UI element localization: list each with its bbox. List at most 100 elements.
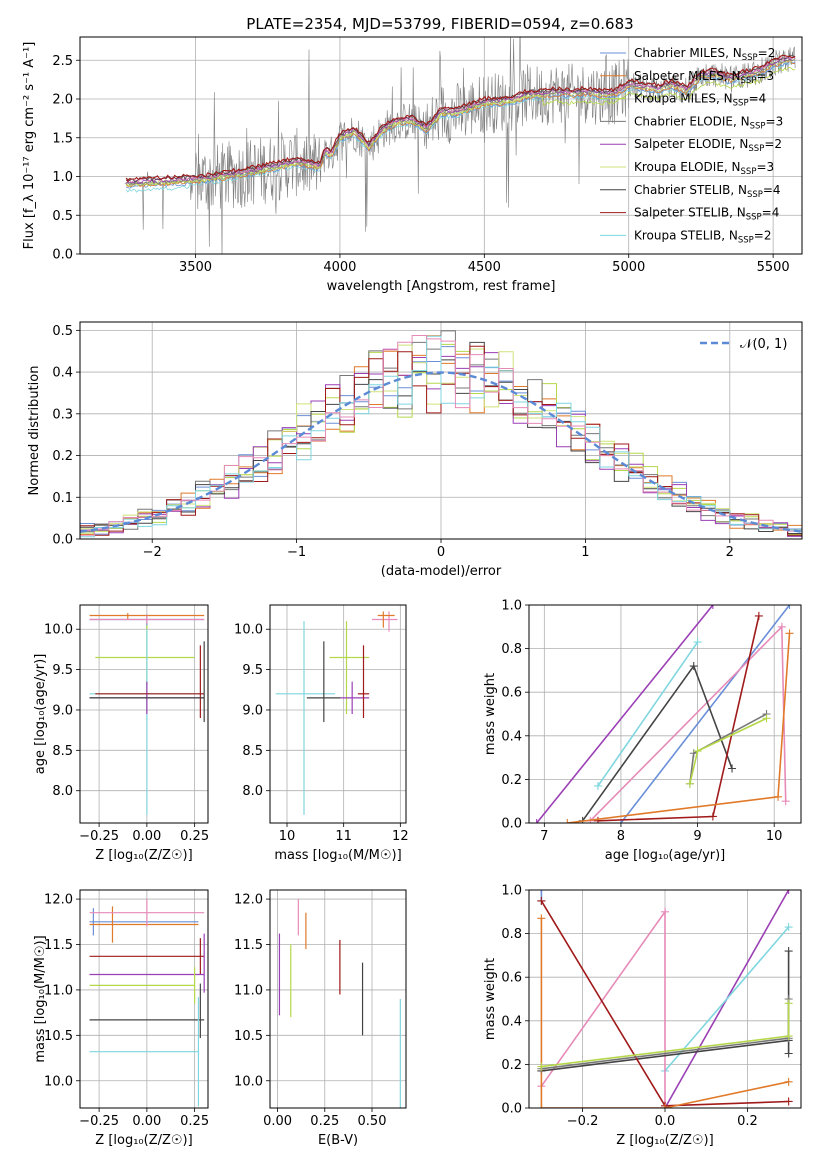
residuals-panel: −2 −1 0 1 2 0.0 0.1 0.2 0.3 0.4 0.5 (data-model)/er… (27, 321, 803, 579)
mass-weight-marker (693, 747, 702, 756)
mass-weight-line (581, 664, 733, 822)
x-tick-label: −1 (287, 545, 306, 560)
legend-entry: Kroupa STELIB, NSSP=2 (634, 228, 772, 245)
y-tick-label: 0.4 (52, 366, 73, 381)
y-tick-label: 0.6 (501, 686, 522, 701)
y-tick-label: 0.8 (501, 642, 522, 657)
y-tick-label: 0.8 (501, 927, 522, 942)
legend-subscript: SSP (738, 235, 754, 245)
mass-weight-marker (661, 1104, 669, 1108)
y-tick-label: 0.3 (52, 407, 73, 422)
axes-frame (79, 604, 209, 824)
mass-weight-marker (593, 816, 602, 823)
y-tick-label: 0.2 (501, 1058, 522, 1073)
mass-weight-marker (784, 947, 793, 956)
x-tick-label: 1 (581, 545, 589, 560)
mass-vs-Z-panel: −0.25 0.00 0.25 10.0 10.5 11.0 11.5 12.0 Z [log₁… (33, 889, 209, 1148)
x-axis-label: age [log₁₀(age/yr)] (605, 848, 726, 863)
mass-weight-marker (537, 896, 546, 905)
legend-subscript: SSP (747, 190, 763, 200)
mass-weight-marker (532, 819, 541, 823)
mass-weight-marker (784, 1049, 793, 1058)
x-tick-label: 8 (617, 829, 625, 844)
x-axis-label: E(B-V) (318, 1133, 358, 1148)
y-tick-label: 11.0 (44, 983, 73, 998)
y-tick-label: 8.0 (52, 784, 73, 799)
legend-suffix: =4 (762, 206, 780, 220)
mass-weight-marker (693, 638, 702, 647)
mass-weight-marker (784, 1032, 793, 1041)
mass-weight-series (532, 605, 717, 823)
error-cross (275, 621, 336, 815)
x-tick-label: 10 (766, 829, 783, 844)
legend-entry: Chabrier MILES, NSSP=2 (634, 46, 775, 63)
error-cross (89, 615, 205, 624)
axes-frame (79, 36, 803, 255)
y-tick-label: 9.0 (52, 703, 73, 718)
error-cross (89, 641, 205, 723)
grid-lines (80, 605, 208, 823)
grid-lines (529, 604, 801, 824)
mass-weight-marker (537, 914, 546, 923)
age-vs-mass-panel: 10 11 12 8.0 8.5 9.0 9.5 10.0 mass [log₁₀(M/M☉)] (234, 604, 409, 863)
y-tick-label: 8.0 (242, 784, 263, 799)
y-axis-label: mass weight (483, 673, 498, 755)
x-tick-label: 0.25 (180, 1114, 209, 1129)
error-cross (95, 645, 205, 719)
y-tick-label: 0.4 (501, 729, 522, 744)
legend-subscript: SSP (746, 213, 762, 223)
axes-frame (269, 889, 407, 1109)
mass-weight-marker (685, 779, 694, 788)
x-tick-label: 0.2 (737, 1114, 758, 1129)
legend-entry: 𝒩(0, 1) (740, 337, 787, 352)
spectrum-panel: 3500 4000 4500 5000 5500 0.0 0.5 1.0 1.5 2.0 2.5 wa… (22, 36, 803, 294)
ticks: −0.25 0.00 0.25 8.0 8.5 9.0 9.5 10.0 (44, 623, 209, 844)
y-axis-label: Normed distribution (27, 366, 42, 496)
error-cross (340, 681, 370, 714)
error-cross (89, 906, 199, 943)
mass-weight-marker (762, 714, 771, 723)
x-tick-label: 5000 (612, 260, 645, 275)
legend-entry: Chabrier ELODIE, NSSP=3 (634, 114, 783, 131)
mass-weight-series (537, 999, 793, 1071)
mass-weight-series (563, 629, 794, 823)
error-cross (357, 645, 370, 719)
mass-weight-line (540, 918, 789, 1108)
mass-weight-marker (785, 605, 794, 609)
x-axis-label: (data-model)/error (381, 564, 502, 579)
model-spectrum-line (126, 56, 796, 183)
y-tick-label: 0.1 (52, 491, 73, 506)
legend-entry: Kroupa ELODIE, NSSP=3 (634, 160, 774, 177)
grid-lines (270, 890, 406, 1108)
y-tick-label: 0.5 (52, 209, 73, 224)
y-axis-label: age [log₁₀(age/yr)] (33, 654, 48, 775)
error-cross (89, 938, 205, 975)
age-vs-Z-panel: −0.25 0.00 0.25 8.0 8.5 9.0 9.5 10.0 Z [log₁₀(Z/… (33, 604, 209, 863)
mass-weight-marker (754, 611, 763, 620)
y-axis-label: mass [log₁₀(M/M☉)] (33, 935, 48, 1062)
y-tick-label: 10.5 (234, 1029, 263, 1044)
model-spectrum-line (125, 54, 796, 183)
model-spectrum-line (125, 62, 796, 193)
y-tick-label: 2.0 (52, 93, 73, 108)
axes-frame (79, 321, 803, 540)
legend-entry: Salpeter MILES, NSSP=3 (634, 69, 774, 86)
error-cross (89, 983, 205, 1039)
mass-weight-marker (708, 605, 717, 609)
mass-weight-marker (785, 629, 794, 638)
axes-frame (528, 604, 802, 824)
legend-subscript: SSP (748, 144, 764, 154)
error-cross (377, 611, 395, 628)
x-tick-label: 2 (726, 545, 734, 560)
x-axis-label: Z [log₁₀(Z/Z☉)] (95, 1133, 192, 1148)
x-tick-label: 0.0 (655, 1114, 676, 1129)
weight-vs-Z-panel: −0.2 0.0 0.2 0.0 0.2 0.4 0.6 0.8 1.0 Z [log₁₀(Z/Z… (483, 884, 802, 1148)
y-tick-label: 0.2 (52, 449, 73, 464)
legend-suffix: =2 (764, 137, 782, 151)
mass-weight-marker (593, 781, 602, 790)
y-tick-label: 1.0 (501, 599, 522, 614)
x-axis-label: Z [log₁₀(Z/Z☉)] (616, 1133, 713, 1148)
x-tick-label: 0 (437, 545, 445, 560)
legend-subscript: SSP (741, 76, 757, 86)
